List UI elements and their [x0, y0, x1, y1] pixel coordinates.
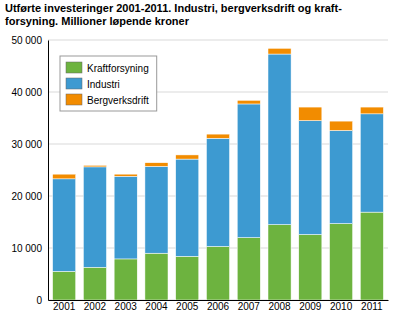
legend-label: Kraftforsyning	[87, 63, 149, 74]
series	[53, 48, 384, 179]
tick-label: 2011	[361, 301, 383, 312]
bar	[83, 165, 106, 167]
bar	[176, 155, 199, 159]
legend-swatch	[66, 78, 82, 89]
bar	[268, 48, 291, 54]
tick-label: 2007	[238, 301, 261, 312]
bar	[268, 225, 291, 300]
tick: 50 000	[11, 35, 48, 46]
bar	[53, 179, 76, 272]
bar	[330, 121, 353, 130]
bar	[330, 224, 353, 300]
bar	[360, 114, 383, 212]
bar	[206, 134, 229, 138]
bar	[114, 176, 137, 259]
tick: 2005	[176, 300, 199, 312]
tick-label: 10 000	[11, 243, 42, 254]
tick-label: 2001	[53, 301, 76, 312]
bar	[237, 238, 260, 300]
tick-label: 40 000	[11, 87, 42, 98]
tick: 2010	[330, 300, 353, 312]
tick-label: 2005	[176, 301, 199, 312]
bar	[330, 130, 353, 223]
bar	[145, 166, 168, 253]
tick-label: 2006	[207, 301, 230, 312]
bar	[206, 138, 229, 246]
tick: 20 000	[11, 191, 48, 202]
bar	[83, 267, 106, 300]
x-axis: 2001 2002 2003 2004 2005 2006 2007 2008 2009 2010…	[49, 300, 389, 312]
grid-line	[48, 40, 388, 41]
bar	[176, 159, 199, 256]
tick: 30 000	[11, 139, 48, 150]
title: forsyning. Millioner løpende kroner	[5, 15, 190, 27]
tick-label: 2003	[115, 301, 138, 312]
legend: Kraftforsyning Industri Bergverksdrift	[60, 56, 157, 111]
tick-label: 50 000	[11, 35, 42, 46]
tick: 0	[36, 295, 48, 306]
tick: 2011	[361, 300, 383, 312]
legend-item: Bergverksdrift	[66, 94, 149, 106]
legend-box	[60, 56, 157, 111]
bar	[360, 212, 383, 300]
tick-label: 30 000	[11, 139, 42, 150]
tick-label: 2009	[299, 301, 322, 312]
legend-label: Bergverksdrift	[87, 95, 149, 106]
grid	[48, 40, 388, 300]
tick-label: 2004	[145, 301, 168, 312]
tick-label: 0	[36, 295, 42, 306]
tick: 2002	[84, 300, 107, 312]
plot: 010 00020 00030 00040 00050 000200120022…	[11, 35, 388, 312]
tick-label: 2002	[84, 301, 107, 312]
tick: 10 000	[11, 243, 48, 254]
tick-label: 20 000	[11, 191, 42, 202]
y-axis: 0 10 000 20 000 30 000 40 000 50 000	[11, 35, 48, 306]
bar	[114, 259, 137, 300]
bar	[53, 174, 76, 179]
legend-item: Kraftforsyning	[66, 62, 149, 74]
bar	[299, 107, 322, 121]
bar	[176, 256, 199, 300]
tick: 40 000	[11, 87, 48, 98]
bar	[237, 104, 260, 238]
chart: Utførte investeringer 2001-2011. Industr…	[0, 0, 393, 315]
bar	[114, 174, 137, 176]
tick: 2006	[207, 300, 230, 312]
title: Utførte investeringer 2001-2011. Industr…	[5, 2, 342, 14]
tick: 2008	[268, 300, 291, 312]
bar	[145, 163, 168, 167]
bar	[237, 100, 260, 104]
bar	[360, 107, 383, 114]
legend-swatch	[66, 94, 82, 105]
bar	[299, 234, 322, 300]
bar	[145, 253, 168, 300]
tick: 2001	[53, 300, 76, 312]
axis-line	[48, 41, 49, 301]
bar	[299, 121, 322, 235]
bars	[53, 48, 384, 300]
tick-label: 2010	[330, 301, 353, 312]
tick: 2009	[299, 300, 322, 312]
bar	[268, 54, 291, 225]
tick-label: 2008	[268, 301, 291, 312]
bar	[83, 167, 106, 267]
tick: 2003	[115, 300, 138, 312]
legend-item: Industri	[66, 78, 120, 90]
legend-label: Industri	[87, 79, 120, 90]
legend-swatch	[66, 62, 82, 73]
bar	[53, 271, 76, 300]
bar	[206, 246, 229, 300]
tick: 2007	[238, 300, 261, 312]
series	[53, 54, 384, 271]
tick: 2004	[145, 300, 168, 312]
